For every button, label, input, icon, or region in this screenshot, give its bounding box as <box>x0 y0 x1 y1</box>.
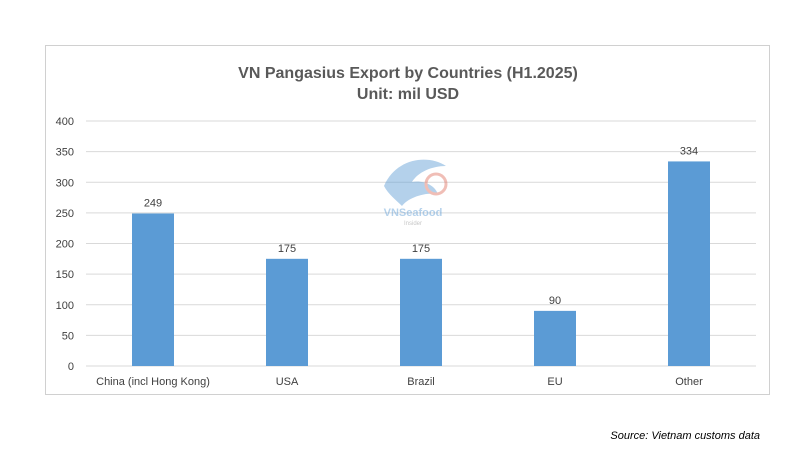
bars <box>132 161 710 366</box>
bar-chart: VN Pangasius Export by Countries (H1.202… <box>56 65 756 388</box>
bar-value-label: 90 <box>549 295 561 307</box>
x-tick-label: Brazil <box>407 376 435 388</box>
chart-title: VN Pangasius Export by Countries (H1.202… <box>238 65 578 82</box>
gridlines <box>86 120 756 367</box>
bar-value-label: 334 <box>680 145 698 157</box>
watermark-subtext: Insider <box>404 221 422 227</box>
x-tick-label: USA <box>276 376 299 388</box>
bar-china-incl-hong-kong <box>132 213 174 366</box>
y-tick-label: 200 <box>56 239 74 251</box>
bar-brazil <box>400 258 442 366</box>
x-axis-ticks: China (incl Hong Kong) USA Brazil EU Other <box>96 376 703 388</box>
bar-usa <box>266 258 308 366</box>
x-tick-label: Other <box>675 376 703 388</box>
shrimp-icon <box>424 172 448 196</box>
y-tick-label: 50 <box>62 330 74 342</box>
x-tick-label: China (incl Hong Kong) <box>96 376 210 388</box>
watermark-text: VNSeafood <box>384 207 443 219</box>
y-tick-label: 0 <box>68 361 74 373</box>
bar-value-label: 175 <box>278 243 296 255</box>
y-tick-label: 250 <box>56 208 74 220</box>
y-axis-ticks: 0 50 100 150 200 250 300 350 400 <box>56 116 74 373</box>
y-tick-label: 150 <box>56 269 74 281</box>
chart-frame: VN Pangasius Export by Countries (H1.202… <box>45 45 770 395</box>
y-tick-label: 350 <box>56 147 74 159</box>
y-tick-label: 400 <box>56 116 74 128</box>
bar-value-label: 175 <box>412 243 430 255</box>
chart-subtitle: Unit: mil USD <box>357 86 459 103</box>
y-tick-label: 300 <box>56 177 74 189</box>
y-tick-label: 100 <box>56 300 74 312</box>
data-labels: 249 175 175 90 334 <box>144 145 698 306</box>
fish-icon <box>384 159 446 206</box>
bar-value-label: 249 <box>144 197 162 209</box>
vnseafood-logo: VNSeafood Insider <box>384 159 448 227</box>
x-tick-label: EU <box>547 376 562 388</box>
source-note: Source: Vietnam customs data <box>610 430 760 442</box>
bar-other <box>668 161 710 366</box>
bar-eu <box>534 310 576 366</box>
